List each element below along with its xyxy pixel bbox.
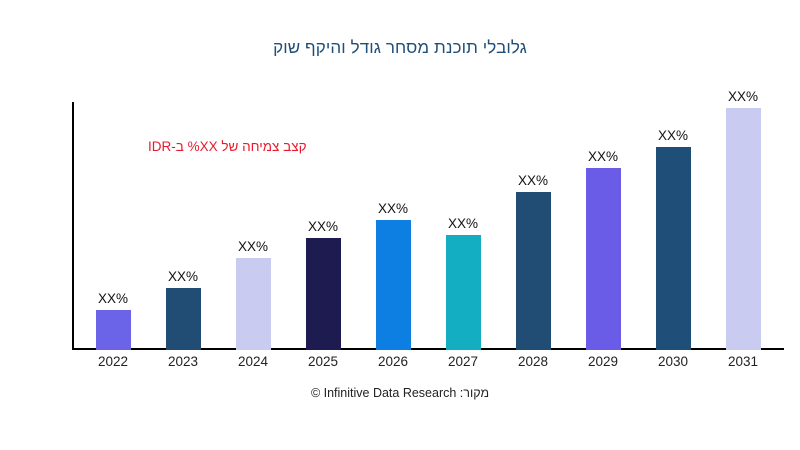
bar-value-label-2029: XX% (587, 149, 618, 164)
bar-value-label-2024: XX% (237, 239, 268, 254)
bar-group-2026: XX% (358, 102, 428, 350)
x-tick-2031: 2031 (727, 354, 759, 369)
bar-2023[interactable] (166, 288, 201, 350)
x-tick-2026: 2026 (377, 354, 409, 369)
bar-2030[interactable] (656, 147, 691, 350)
bar-group-2022: XX% (78, 102, 148, 350)
bar-value-label-2025: XX% (307, 219, 338, 234)
bar-group-2027: XX% (428, 102, 498, 350)
x-axis-tick-labels: 2022 2023 2024 2025 2026 2027 2028 2029 2030 2031 (72, 354, 784, 376)
bar-group-2029: XX% (568, 102, 638, 350)
bar-value-label-2023: XX% (167, 269, 198, 284)
source-attribution: מקור: Infinitive Data Research © (310, 386, 490, 400)
bar-2024[interactable] (236, 258, 271, 350)
bar-2026[interactable] (376, 220, 411, 350)
bar-group-2031: XX% (708, 89, 778, 350)
bar-2022[interactable] (96, 310, 131, 350)
bar-group-2028: XX% (498, 102, 568, 350)
bar-value-label-2026: XX% (377, 201, 408, 216)
bar-value-label-2028: XX% (517, 173, 548, 188)
chart-title: גלובלי תוכנת מסחר גודל והיקף שוק (273, 38, 527, 57)
bar-value-label-2022: XX% (97, 291, 128, 306)
growth-rate-annotation: קצב צמיחה של XX% ב-IDR (148, 139, 307, 154)
x-tick-2029: 2029 (587, 354, 619, 369)
x-tick-2030: 2030 (657, 354, 689, 369)
bar-value-label-2030: XX% (657, 128, 688, 143)
bar-2027[interactable] (446, 235, 481, 350)
bar-group-2023: XX% (148, 102, 218, 350)
bar-group-2024: XX% (218, 102, 288, 350)
x-tick-2027: 2027 (447, 354, 479, 369)
x-tick-2028: 2028 (517, 354, 549, 369)
bar-group-2030: XX% (638, 102, 708, 350)
bar-group-2025: XX% (288, 102, 358, 350)
bar-2029[interactable] (586, 168, 621, 350)
x-tick-2023: 2023 (167, 354, 199, 369)
bars-container: XX% XX% XX% XX% XX% XX% XX% XX% XX% XX% (72, 89, 784, 350)
bar-2028[interactable] (516, 192, 551, 350)
x-tick-2025: 2025 (307, 354, 339, 369)
bar-value-label-2027: XX% (447, 216, 478, 231)
x-axis-line (72, 348, 784, 350)
bar-value-label-2031: XX% (727, 89, 758, 104)
bar-2031[interactable] (726, 108, 761, 350)
bar-2025[interactable] (306, 238, 341, 350)
x-tick-2024: 2024 (237, 354, 269, 369)
y-axis-line (72, 102, 74, 350)
x-tick-2022: 2022 (97, 354, 129, 369)
